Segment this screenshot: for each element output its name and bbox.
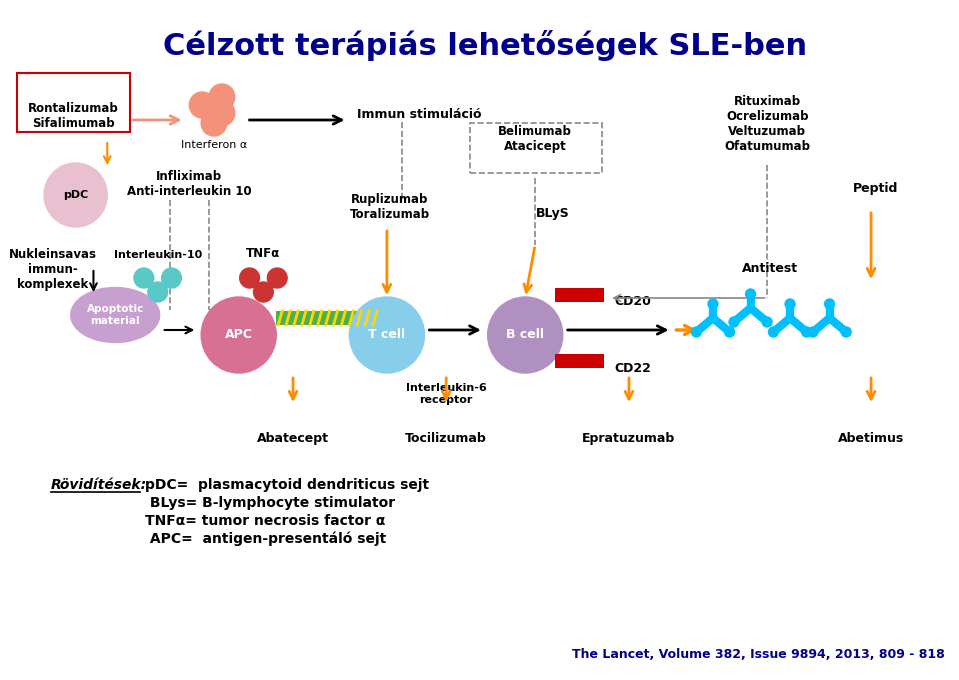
Text: Ruplizumab
Toralizumab: Ruplizumab Toralizumab xyxy=(350,193,430,221)
Circle shape xyxy=(729,317,738,327)
Text: CD20: CD20 xyxy=(614,295,651,308)
Text: Apoptotic
material: Apoptotic material xyxy=(86,304,144,326)
FancyBboxPatch shape xyxy=(276,311,375,325)
Circle shape xyxy=(44,163,107,227)
Circle shape xyxy=(825,299,834,309)
Text: Infliximab
Anti-interleukin 10: Infliximab Anti-interleukin 10 xyxy=(127,170,251,198)
Circle shape xyxy=(201,110,227,136)
Text: CD22: CD22 xyxy=(614,362,651,375)
FancyBboxPatch shape xyxy=(555,354,604,368)
Circle shape xyxy=(349,297,425,373)
Text: Interferon α: Interferon α xyxy=(181,140,247,150)
Circle shape xyxy=(691,327,701,337)
Circle shape xyxy=(802,327,811,337)
Text: Célzott terápiás lehetőségek SLE-ben: Célzott terápiás lehetőségek SLE-ben xyxy=(163,30,807,61)
Circle shape xyxy=(189,92,215,118)
Text: Epratuzumab: Epratuzumab xyxy=(582,432,675,445)
Text: pDC: pDC xyxy=(63,190,88,200)
Circle shape xyxy=(134,268,153,288)
Circle shape xyxy=(268,268,287,288)
Text: BLyS: BLyS xyxy=(536,207,570,220)
Text: B cell: B cell xyxy=(506,328,545,341)
Circle shape xyxy=(162,268,181,288)
Text: The Lancet, Volume 382, Issue 9894, 2013, 809 - 818: The Lancet, Volume 382, Issue 9894, 2013… xyxy=(573,648,946,661)
Text: Rövidítések:: Rövidítések: xyxy=(51,478,147,492)
FancyBboxPatch shape xyxy=(17,73,130,132)
Text: TNFα: TNFα xyxy=(246,247,281,260)
Text: Rituximab
Ocrelizumab
Veltuzumab
Ofatumumab: Rituximab Ocrelizumab Veltuzumab Ofatumu… xyxy=(724,95,810,153)
Text: TNFα= tumor necrosis factor α: TNFα= tumor necrosis factor α xyxy=(145,514,386,528)
Text: pDC=  plasmacytoid dendriticus sejt: pDC= plasmacytoid dendriticus sejt xyxy=(145,478,429,492)
Ellipse shape xyxy=(71,288,159,343)
Circle shape xyxy=(708,299,718,309)
Circle shape xyxy=(240,268,260,288)
Circle shape xyxy=(488,297,563,373)
Circle shape xyxy=(762,317,772,327)
Text: Tocilizumab: Tocilizumab xyxy=(406,432,487,445)
Circle shape xyxy=(209,100,235,126)
Text: Peptid: Peptid xyxy=(854,182,899,195)
Circle shape xyxy=(201,297,276,373)
Text: Belimumab
Atacicept: Belimumab Atacicept xyxy=(498,125,573,153)
Circle shape xyxy=(209,84,235,110)
Circle shape xyxy=(785,299,795,309)
Circle shape xyxy=(148,282,168,302)
Text: Immun stimuláció: Immun stimuláció xyxy=(358,108,481,121)
Circle shape xyxy=(253,282,273,302)
Circle shape xyxy=(725,327,735,337)
Text: Interleukin-10: Interleukin-10 xyxy=(113,250,201,260)
FancyBboxPatch shape xyxy=(555,288,604,302)
Text: Rontalizumab
Sifalimumab: Rontalizumab Sifalimumab xyxy=(29,102,119,130)
Text: BLys= B-lymphocyte stimulator: BLys= B-lymphocyte stimulator xyxy=(145,496,395,510)
Text: Antitest: Antitest xyxy=(742,262,798,275)
Text: Interleukin-6
receptor: Interleukin-6 receptor xyxy=(406,383,486,405)
Text: Abetimus: Abetimus xyxy=(838,432,904,445)
Text: Nukleinsavas
immun-
komplexek: Nukleinsavas immun- komplexek xyxy=(9,248,97,291)
Circle shape xyxy=(841,327,851,337)
Text: APC=  antigen-presentáló sejt: APC= antigen-presentáló sejt xyxy=(145,532,386,547)
Text: APC: APC xyxy=(224,328,252,341)
Circle shape xyxy=(808,327,818,337)
Text: Abatecept: Abatecept xyxy=(257,432,329,445)
Text: T cell: T cell xyxy=(368,328,406,341)
Circle shape xyxy=(768,327,779,337)
Circle shape xyxy=(745,289,756,299)
